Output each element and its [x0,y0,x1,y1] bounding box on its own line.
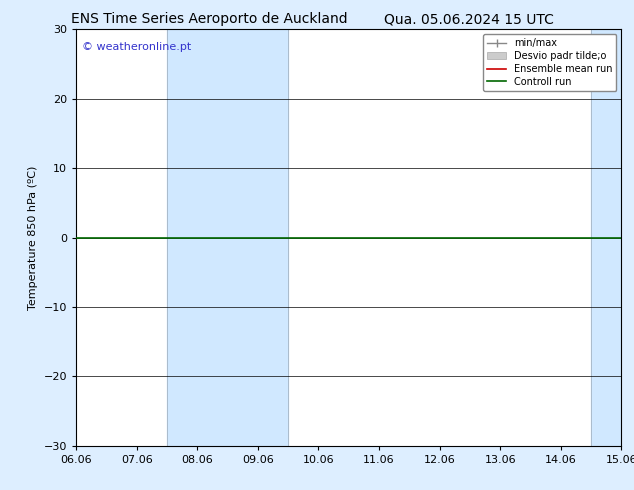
Legend: min/max, Desvio padr tilde;o, Ensemble mean run, Controll run: min/max, Desvio padr tilde;o, Ensemble m… [483,34,616,91]
Text: ENS Time Series Aeroporto de Auckland: ENS Time Series Aeroporto de Auckland [71,12,347,26]
Text: Qua. 05.06.2024 15 UTC: Qua. 05.06.2024 15 UTC [384,12,554,26]
Bar [167,29,288,446]
Bar [591,29,634,446]
Y-axis label: Temperature 850 hPa (ºC): Temperature 850 hPa (ºC) [28,166,38,310]
Text: © weatheronline.pt: © weatheronline.pt [82,42,191,52]
